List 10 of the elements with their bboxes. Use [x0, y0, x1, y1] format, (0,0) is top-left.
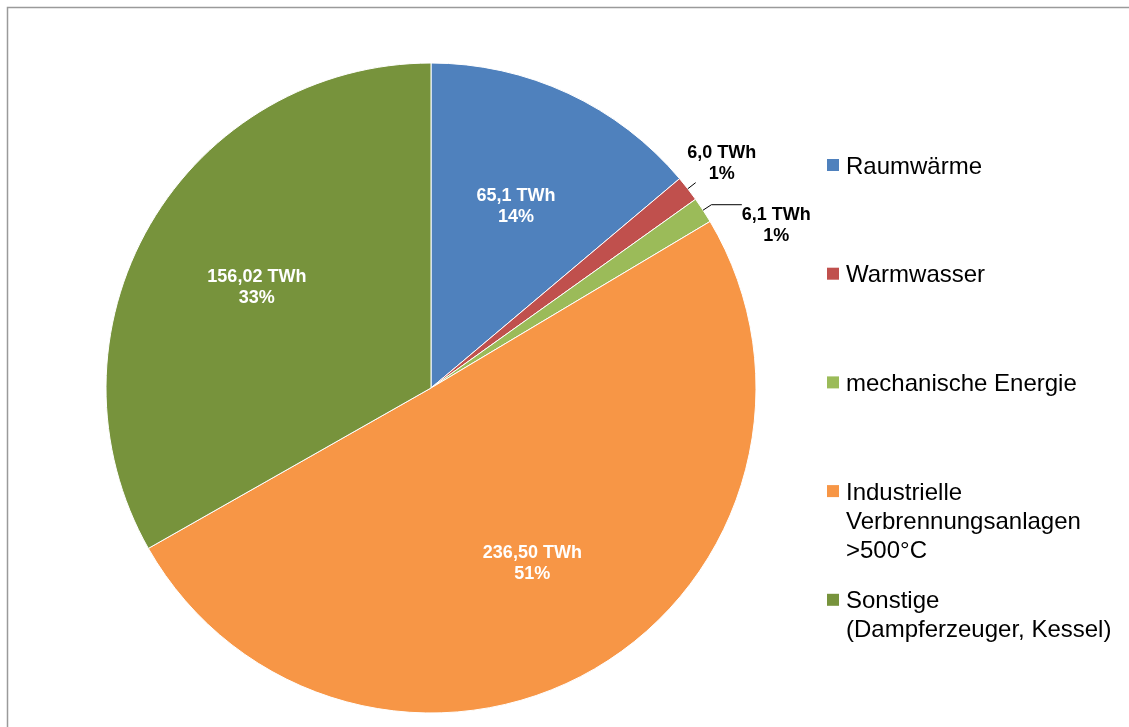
- data-label: 6,0 TWh 1%: [687, 141, 757, 183]
- legend-label: Sonstige (Dampferzeuger, Kessel): [846, 586, 1112, 643]
- legend-label: Warmwasser: [846, 260, 986, 288]
- legend-label: Industrielle Verbrennungsanlagen >500°C: [846, 477, 1081, 563]
- legend-label: mechanische Energie: [846, 368, 1077, 396]
- data-label: 156,02 TWh 33%: [207, 266, 307, 308]
- data-label: 65,1 TWh 14%: [476, 184, 556, 226]
- data-label: 6,1 TWh 1%: [741, 203, 811, 245]
- data-label: 236,50 TWh 51%: [482, 541, 582, 583]
- legend-label: Raumwärme: [846, 151, 983, 179]
